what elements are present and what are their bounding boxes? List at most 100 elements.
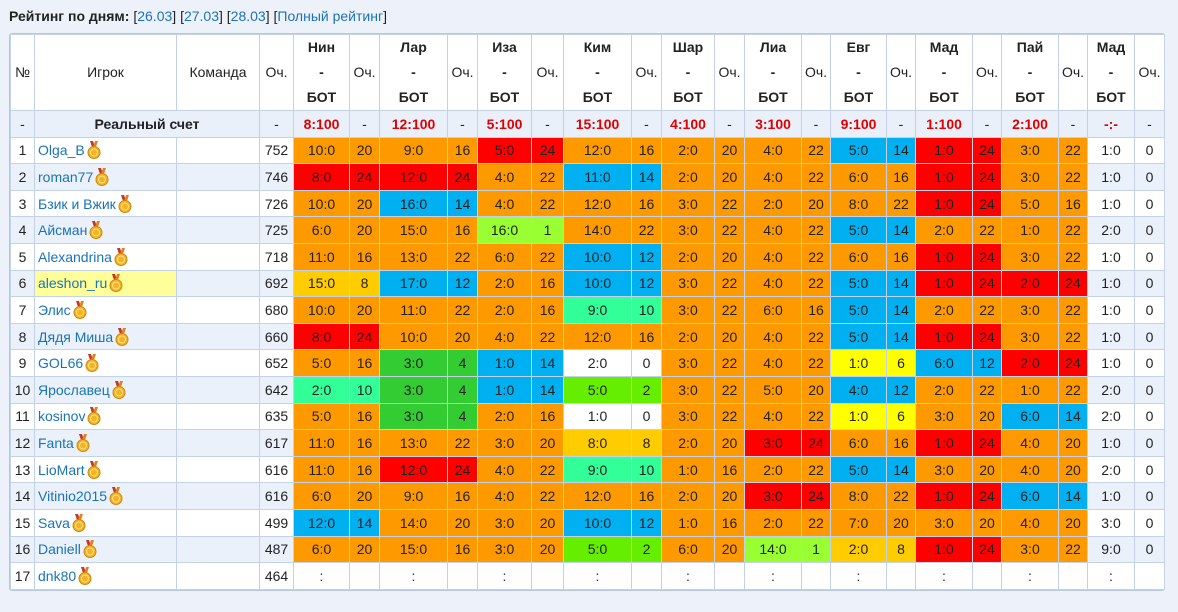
day-link[interactable]: Полный рейтинг	[277, 8, 384, 24]
real-score-points: -	[972, 110, 1002, 138]
real-score-points: -	[1058, 110, 1088, 138]
column-header: Оч.	[447, 34, 478, 111]
player-link[interactable]: kosinov	[38, 408, 86, 425]
player-link[interactable]: Fanta	[38, 434, 74, 451]
prediction: 2:0	[915, 375, 973, 404]
prediction-points	[1134, 562, 1165, 590]
row-num: 7	[10, 296, 35, 324]
prediction: 5:0	[1001, 189, 1059, 218]
prediction-points: 0	[1134, 216, 1165, 244]
prediction: 5:0	[830, 136, 887, 165]
column-header: Оч.	[259, 34, 294, 111]
player-link[interactable]: aleshon_ru	[38, 275, 108, 292]
prediction-points: 24	[972, 535, 1002, 564]
player-link[interactable]: LioMart	[38, 461, 85, 478]
prediction: 15:0	[293, 269, 350, 298]
match-sep: -	[411, 64, 416, 80]
match-away: БОТ	[1096, 89, 1126, 105]
player-link[interactable]: Alexandrina	[38, 248, 112, 265]
prediction-points: 16	[631, 482, 662, 510]
prediction-points: 16	[631, 322, 662, 351]
prediction: 3:0	[477, 535, 532, 564]
prediction: 6:0	[1001, 402, 1059, 431]
bracket: ]	[265, 8, 270, 24]
table-body: - Реальный счет -8:100-12:100-5:100-15:100…	[10, 110, 1165, 590]
player-cell: Olga_B	[34, 136, 177, 165]
prediction-points: 14	[631, 163, 662, 191]
prediction-points: 22	[714, 375, 745, 404]
team-cell	[176, 535, 260, 564]
prediction: 5:0	[293, 349, 350, 377]
prediction: 4:0	[477, 322, 532, 351]
total-points: 487	[259, 535, 294, 564]
prediction: 1:0	[915, 429, 973, 457]
match-home: Нин	[307, 39, 336, 55]
prediction-points: 10	[349, 375, 380, 404]
day-link[interactable]: 28.03	[230, 8, 266, 24]
prediction-points: 2	[631, 375, 662, 404]
row-num: 14	[10, 482, 35, 510]
match-away: БОТ	[398, 89, 429, 105]
prediction: 4:0	[477, 482, 532, 510]
prediction-points: 16	[531, 402, 564, 431]
prediction-points: 14	[886, 296, 916, 324]
prediction: :	[830, 562, 887, 590]
player-link[interactable]: roman77	[38, 168, 94, 185]
prediction-points: 22	[714, 189, 745, 218]
player-link[interactable]: Элис	[38, 301, 71, 318]
row-num: 13	[10, 455, 35, 484]
prediction: 3:0	[661, 375, 715, 404]
day-link[interactable]: 26.03	[137, 8, 173, 24]
player-link[interactable]: Бзик и Вжик	[38, 195, 116, 212]
prediction-points: 0	[631, 349, 662, 377]
prediction-points: 16	[886, 429, 916, 457]
prediction: 1:0	[477, 375, 532, 404]
player-link[interactable]: Vitinio2015	[38, 488, 108, 505]
day-link[interactable]: 27.03	[183, 8, 219, 24]
player-link[interactable]: Дядя Миша	[38, 328, 114, 345]
prediction-points: 24	[447, 163, 478, 191]
prediction-points: 16	[447, 136, 478, 165]
prediction-points: 10	[631, 296, 662, 324]
prediction: 5:0	[830, 322, 887, 351]
prediction: 6:0	[477, 242, 532, 271]
player-link[interactable]: Ярославец	[38, 381, 110, 398]
player-cell: Daniell	[34, 535, 177, 564]
player-link[interactable]: Sava	[38, 514, 70, 531]
prediction: 8:0	[563, 429, 632, 457]
prediction: 3:0	[661, 269, 715, 298]
bracket: [	[273, 8, 278, 24]
prediction: 2:0	[661, 322, 715, 351]
prediction-points: 22	[714, 216, 745, 244]
prediction-points: 16	[349, 429, 380, 457]
prediction-points	[1058, 562, 1088, 590]
medal-icon	[76, 433, 90, 452]
match-home: Евг	[846, 39, 871, 55]
prediction: 4:0	[477, 163, 532, 191]
team-cell	[176, 482, 260, 510]
prediction: 3:0	[744, 482, 802, 510]
prediction: 12:0	[563, 482, 632, 510]
medal-icon	[83, 540, 97, 559]
match-sep: -	[502, 64, 507, 80]
team-cell	[176, 402, 260, 431]
player-link[interactable]: GOL66	[38, 355, 84, 372]
player-link[interactable]: Olga_B	[38, 142, 85, 159]
player-link[interactable]: dnk80	[38, 567, 77, 584]
prediction-points: 24	[447, 455, 478, 484]
player-link[interactable]: Daniell	[38, 541, 81, 558]
player-row: 6 aleshon_ru 692 15:0 8 17:0 12 2:0 16 10:0 12 3:0 2…	[10, 269, 1165, 298]
prediction: 1:0	[1087, 269, 1135, 298]
prediction: 2:0	[830, 535, 887, 564]
medal-icon	[109, 487, 123, 506]
prediction-points: 22	[631, 216, 662, 244]
prediction: 17:0	[379, 269, 448, 298]
prediction: 1:0	[915, 269, 973, 298]
player-link[interactable]: Айсман	[38, 222, 88, 239]
column-header: №	[10, 34, 35, 111]
row-num: 11	[10, 402, 35, 431]
medal-icon	[114, 247, 128, 266]
prediction: 3:0	[915, 402, 973, 431]
prediction: 4:0	[744, 349, 802, 377]
